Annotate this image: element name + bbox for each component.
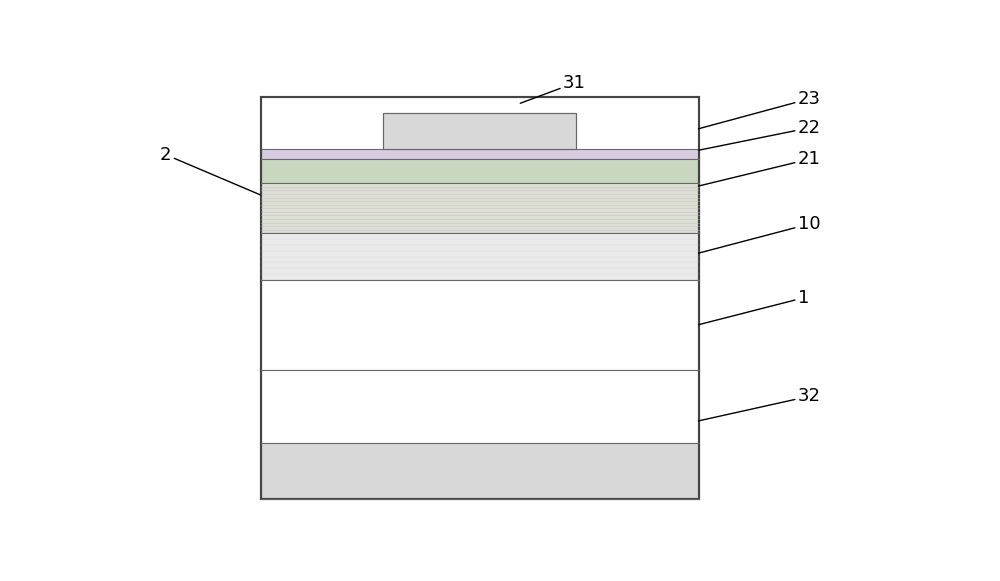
Text: 1: 1 [698,289,809,325]
Bar [261,370,698,443]
Bar [261,443,698,499]
Text: 23: 23 [698,90,821,129]
Bar [261,183,698,234]
Text: 22: 22 [698,119,821,150]
Text: 31: 31 [520,74,586,103]
Bar [261,149,698,159]
Bar [383,113,576,149]
Bar [261,280,698,370]
Bar [383,113,576,149]
Bar [261,234,698,280]
Bar [261,96,698,499]
Text: 10: 10 [698,215,820,253]
Text: 2: 2 [160,146,261,195]
Text: 21: 21 [698,150,821,186]
Bar [261,96,698,499]
Bar [261,159,698,183]
Text: 32: 32 [698,388,821,421]
